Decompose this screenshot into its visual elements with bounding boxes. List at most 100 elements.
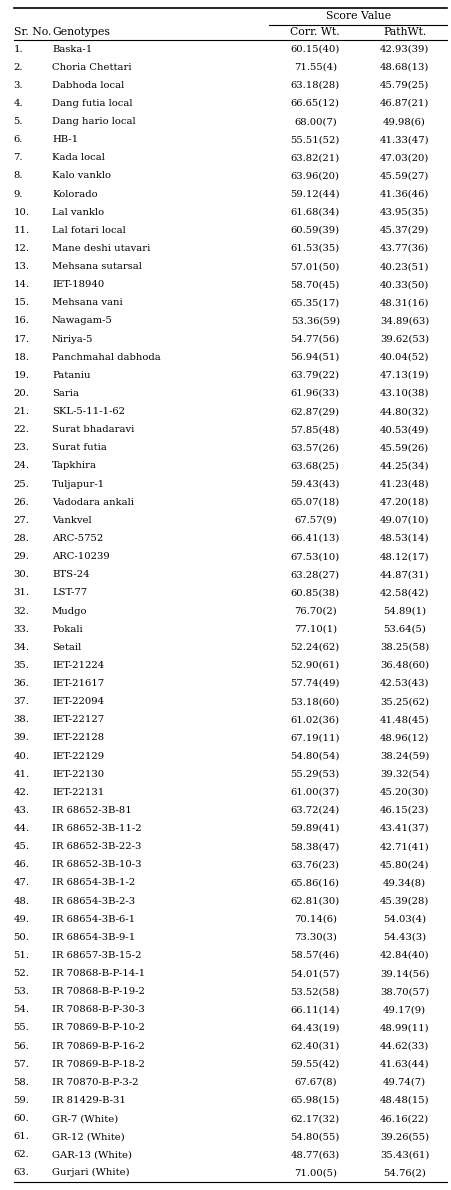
Text: 40.23(51): 40.23(51) [379,262,428,271]
Text: Kada local: Kada local [52,154,105,162]
Text: Corr. Wt.: Corr. Wt. [290,27,339,37]
Text: 58.38(47): 58.38(47) [290,843,339,851]
Text: 45.79(25): 45.79(25) [379,81,428,89]
Text: 60.85(38): 60.85(38) [290,588,339,597]
Text: 63.72(24): 63.72(24) [290,806,339,815]
Text: LST-77: LST-77 [52,588,87,597]
Text: 35.25(62): 35.25(62) [379,697,428,706]
Text: 71.00(5): 71.00(5) [293,1169,336,1177]
Text: BTS-24: BTS-24 [52,570,89,580]
Text: 77.10(1): 77.10(1) [293,625,336,633]
Text: 44.87(31): 44.87(31) [379,570,428,580]
Text: 65.98(15): 65.98(15) [290,1096,339,1106]
Text: 46.: 46. [14,860,29,869]
Text: 60.15(40): 60.15(40) [290,44,339,54]
Text: 42.71(41): 42.71(41) [379,843,428,851]
Text: 48.99(11): 48.99(11) [379,1023,428,1033]
Text: 70.14(6): 70.14(6) [293,915,336,923]
Text: 3.: 3. [14,81,23,89]
Text: 57.85(48): 57.85(48) [290,425,339,434]
Text: 25.: 25. [14,480,29,489]
Text: 54.01(57): 54.01(57) [290,969,339,978]
Text: 58.70(45): 58.70(45) [290,280,339,289]
Text: 39.32(54): 39.32(54) [379,770,428,778]
Text: Choria Chettari: Choria Chettari [52,63,131,71]
Text: 47.20(18): 47.20(18) [379,497,428,507]
Text: 66.41(13): 66.41(13) [290,534,339,543]
Text: 34.: 34. [14,643,29,652]
Text: Genotypes: Genotypes [52,27,110,37]
Text: 7.: 7. [14,154,23,162]
Text: IR 68654-3B-2-3: IR 68654-3B-2-3 [52,896,135,906]
Text: Mudgo: Mudgo [52,607,87,615]
Text: 47.13(19): 47.13(19) [379,371,428,380]
Text: 24.: 24. [14,462,29,470]
Text: 15.: 15. [14,299,29,307]
Text: 59.89(41): 59.89(41) [290,823,339,833]
Text: 53.36(59): 53.36(59) [290,317,339,326]
Text: 48.: 48. [14,896,29,906]
Text: IET-18940: IET-18940 [52,280,104,289]
Text: IR 68654-3B-9-1: IR 68654-3B-9-1 [52,933,135,941]
Text: 18.: 18. [14,352,29,362]
Text: IET-22094: IET-22094 [52,697,104,706]
Text: 13.: 13. [14,262,29,271]
Text: 36.48(60): 36.48(60) [379,660,428,670]
Text: 62.17(32): 62.17(32) [290,1114,339,1123]
Text: IR 70868-B-P-30-3: IR 70868-B-P-30-3 [52,1006,144,1014]
Text: 56.: 56. [14,1041,29,1051]
Text: 52.24(62): 52.24(62) [290,643,339,652]
Text: 63.68(25): 63.68(25) [290,462,339,470]
Text: IR 68652-3B-22-3: IR 68652-3B-22-3 [52,843,141,851]
Text: 53.64(5): 53.64(5) [382,625,425,633]
Text: 55.: 55. [14,1023,29,1033]
Text: 41.48(45): 41.48(45) [379,715,428,725]
Text: Lal vanklo: Lal vanklo [52,208,104,217]
Text: Mehsana sutarsal: Mehsana sutarsal [52,262,142,271]
Text: 55.51(52): 55.51(52) [290,136,339,144]
Text: 36.: 36. [14,679,29,688]
Text: 54.80(54): 54.80(54) [290,752,339,760]
Text: 39.26(55): 39.26(55) [379,1132,428,1141]
Text: 48.68(13): 48.68(13) [379,63,428,71]
Text: 39.62(53): 39.62(53) [379,334,428,344]
Text: IR 70869-B-P-10-2: IR 70869-B-P-10-2 [52,1023,144,1033]
Text: IET-21617: IET-21617 [52,679,104,688]
Text: 41.63(44): 41.63(44) [379,1059,428,1069]
Text: IR 70869-B-P-18-2: IR 70869-B-P-18-2 [52,1059,144,1069]
Text: 63.96(20): 63.96(20) [290,171,339,181]
Text: 30.: 30. [14,570,29,580]
Text: Mehsana vani: Mehsana vani [52,299,123,307]
Text: 42.84(40): 42.84(40) [379,951,428,960]
Text: 40.33(50): 40.33(50) [379,280,428,289]
Text: 54.77(56): 54.77(56) [290,334,339,344]
Text: 61.96(33): 61.96(33) [290,389,339,397]
Text: 63.28(27): 63.28(27) [290,570,339,580]
Text: 5.: 5. [14,117,23,126]
Text: ARC-5752: ARC-5752 [52,534,103,543]
Text: IR 81429-B-31: IR 81429-B-31 [52,1096,125,1106]
Text: 51.: 51. [14,951,29,960]
Text: 46.87(21): 46.87(21) [379,99,428,108]
Text: 49.74(7): 49.74(7) [382,1078,425,1086]
Text: Gurjari (White): Gurjari (White) [52,1169,129,1177]
Text: 29.: 29. [14,552,29,562]
Text: 45.39(28): 45.39(28) [379,896,428,906]
Text: 48.31(16): 48.31(16) [379,299,428,307]
Text: 22.: 22. [14,425,29,434]
Text: HB-1: HB-1 [52,136,78,144]
Text: 76.70(2): 76.70(2) [293,607,336,615]
Text: Lal fotari local: Lal fotari local [52,226,125,234]
Text: 45.59(27): 45.59(27) [379,171,428,181]
Text: 54.43(3): 54.43(3) [382,933,425,941]
Text: IET-22130: IET-22130 [52,770,104,778]
Text: 11.: 11. [14,226,30,234]
Text: Sr. No.: Sr. No. [14,27,51,37]
Text: Score Value: Score Value [325,11,390,21]
Text: IR 68652-3B-10-3: IR 68652-3B-10-3 [52,860,141,869]
Text: 44.: 44. [14,823,30,833]
Text: Nawagam-5: Nawagam-5 [52,317,113,326]
Text: 54.: 54. [14,1006,29,1014]
Text: IR 68654-3B-6-1: IR 68654-3B-6-1 [52,915,135,923]
Text: 31.: 31. [14,588,29,597]
